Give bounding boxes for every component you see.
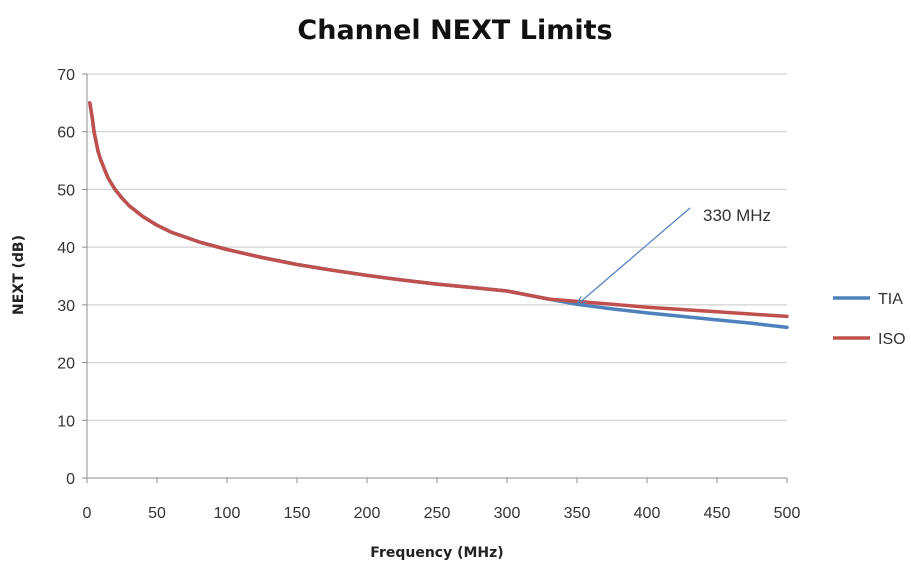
series-layer (88, 101, 789, 330)
ticks-layer: 0 10 20 30 40 50 60 70 0 50 100 150 200 250 300 350 400 4… (57, 67, 800, 522)
x-tick-label: 0 (83, 505, 92, 522)
x-tick-label: 200 (354, 505, 381, 522)
x-tick-label: 250 (424, 505, 451, 522)
annotation-label: 330 MHz (703, 206, 771, 225)
chart-title: Channel NEXT Limits (297, 15, 612, 46)
y-tick-label: 50 (57, 182, 75, 199)
x-tick-label: 300 (494, 505, 521, 522)
axes-layer (82, 73, 788, 483)
legend: TIA ISO (833, 291, 906, 348)
y-tick-label: 20 (57, 356, 75, 373)
y-tick-label: 60 (57, 125, 75, 142)
x-axis-label: Frequency (MHz) (370, 545, 503, 561)
y-axis-label: NEXT (dB) (11, 235, 27, 315)
annotation-layer: 330 MHz (577, 206, 771, 305)
x-tick-label: 450 (704, 505, 731, 522)
x-tick-label: 150 (284, 505, 311, 522)
series-line-iso (88, 101, 789, 319)
legend-label-tia: TIA (878, 291, 903, 308)
x-tick-label: 500 (774, 505, 801, 522)
x-tick-label: 50 (148, 505, 166, 522)
annotation-arrow (577, 207, 691, 305)
y-tick-label: 40 (57, 240, 75, 257)
x-tick-label: 100 (214, 505, 241, 522)
x-tick-label: 400 (634, 505, 661, 522)
y-tick-label: 70 (57, 67, 75, 84)
x-tick-label: 350 (564, 505, 591, 522)
y-tick-label: 30 (57, 298, 75, 315)
y-tick-label: 10 (57, 413, 75, 430)
grid-layer (87, 73, 787, 421)
y-tick-label: 0 (66, 471, 75, 488)
legend-label-iso: ISO (878, 331, 906, 348)
